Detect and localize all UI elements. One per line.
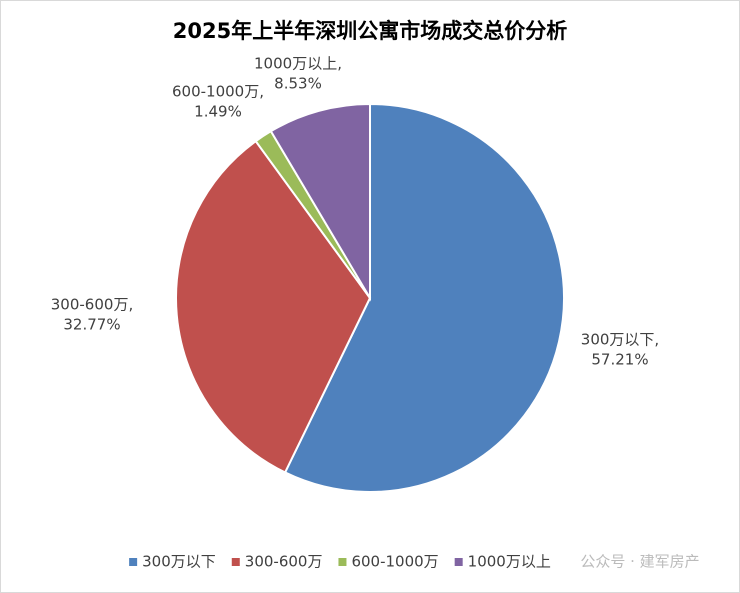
legend-marker — [129, 558, 138, 566]
legend-marker — [338, 558, 347, 566]
data-label-name: 300万以下, — [581, 331, 659, 349]
legend-marker — [454, 558, 463, 566]
watermark: 公众号 · 建军房产 — [580, 553, 699, 571]
legend-label: 300万以下 — [142, 553, 216, 571]
data-label-value: 57.21% — [591, 351, 648, 369]
data-label-value: 32.77% — [63, 316, 120, 334]
pie-slice — [269, 102, 371, 302]
data-label-name: 300-600万, — [51, 296, 133, 314]
legend-label: 600-1000万 — [351, 553, 438, 571]
data-label-value: 1.49% — [194, 103, 242, 121]
legend-label: 1000万以上 — [468, 553, 551, 571]
data-label-name: 1000万以上, — [254, 55, 342, 73]
chart-title: 2025年上半年深圳公寓市场成交总价分析 — [173, 19, 567, 43]
pie-slice — [175, 139, 372, 474]
legend: 300万以下 300-600万 600-1000万 1000万以上 — [129, 553, 551, 571]
legend-label: 300-600万 — [245, 553, 323, 571]
data-label-name: 600-1000万, — [172, 83, 264, 101]
data-label-value: 8.53% — [274, 75, 322, 93]
legend-marker — [231, 558, 240, 566]
pie-slice — [283, 102, 565, 493]
